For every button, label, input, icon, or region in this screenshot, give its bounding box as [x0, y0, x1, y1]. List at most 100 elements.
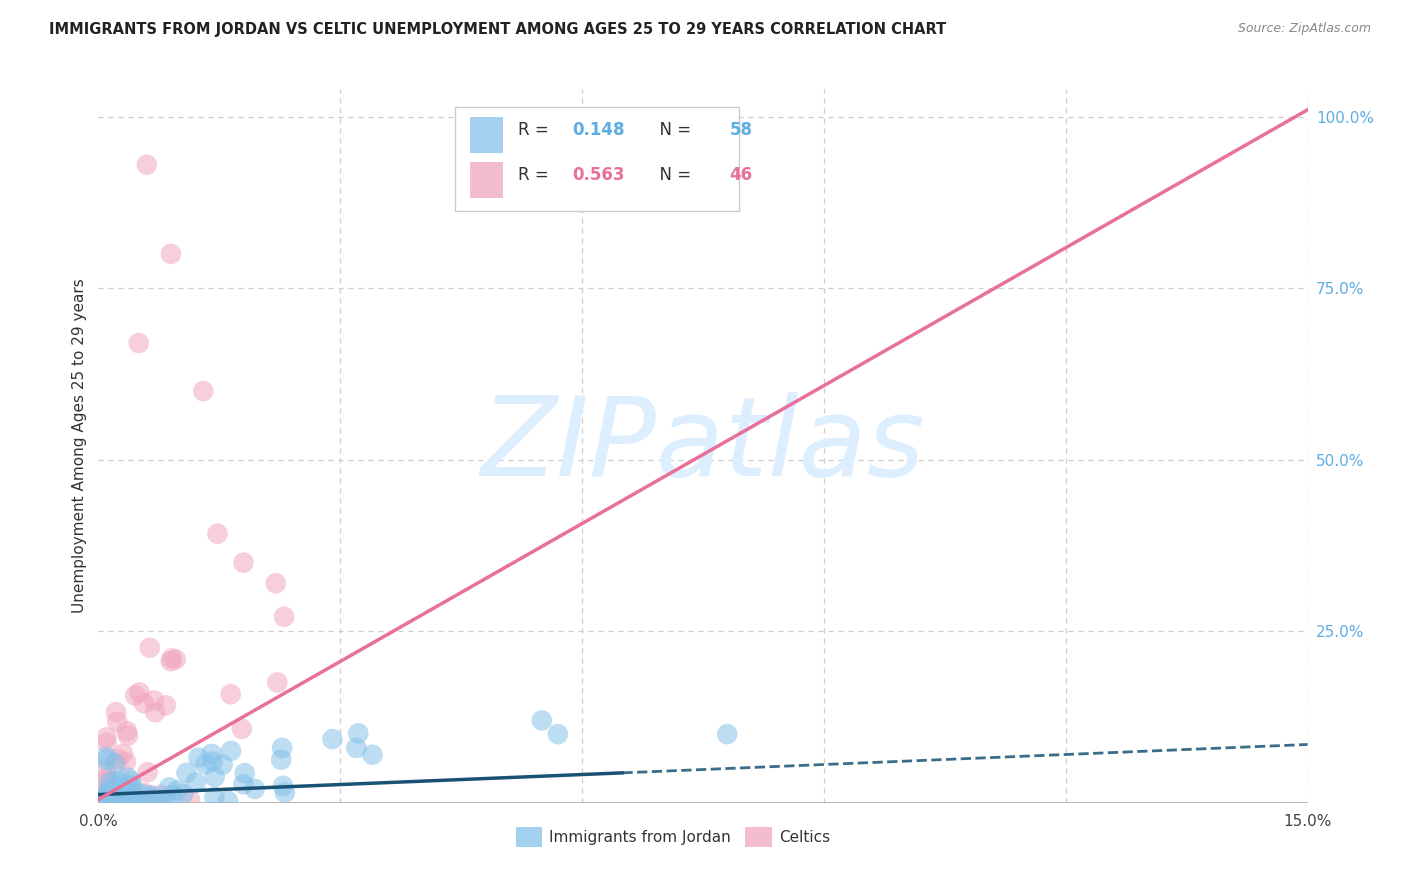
- Point: [110, 786, 132, 800]
- Point: [117, 729, 139, 743]
- Bar: [516, 827, 543, 847]
- Y-axis label: Unemployment Among Ages 25 to 29 years: Unemployment Among Ages 25 to 29 years: [72, 278, 87, 614]
- Point: [105, 705, 128, 719]
- Text: N =: N =: [648, 166, 696, 184]
- Point: [530, 714, 553, 728]
- Point: [105, 773, 128, 788]
- Point: [274, 786, 297, 800]
- Point: [125, 786, 148, 800]
- Point: [118, 788, 141, 802]
- Point: [321, 732, 343, 747]
- Text: 0.148: 0.148: [572, 121, 624, 139]
- Point: [166, 783, 188, 797]
- Point: [233, 766, 256, 780]
- Point: [157, 780, 180, 795]
- Point: [134, 786, 156, 800]
- Point: [155, 793, 177, 807]
- Point: [96, 771, 118, 785]
- Point: [194, 757, 217, 772]
- Point: [96, 753, 118, 767]
- Point: [232, 556, 254, 570]
- Point: [121, 780, 143, 794]
- Point: [271, 740, 294, 755]
- Point: [141, 789, 163, 803]
- Point: [96, 736, 118, 750]
- Point: [111, 747, 134, 761]
- Point: [128, 685, 150, 699]
- Point: [96, 786, 118, 800]
- Point: [273, 609, 295, 624]
- Point: [122, 792, 145, 806]
- Point: [159, 654, 181, 668]
- Point: [115, 755, 138, 769]
- Point: [160, 789, 183, 803]
- Point: [96, 773, 118, 788]
- Point: [118, 788, 141, 802]
- Point: [211, 757, 233, 772]
- Text: Celtics: Celtics: [779, 830, 831, 845]
- Point: [176, 765, 198, 780]
- Point: [112, 794, 135, 808]
- Point: [271, 779, 294, 793]
- Point: [104, 756, 127, 770]
- Text: R =: R =: [517, 166, 554, 184]
- Point: [193, 384, 215, 398]
- Point: [96, 794, 118, 808]
- Point: [96, 787, 118, 801]
- Point: [232, 777, 254, 791]
- Point: [716, 727, 738, 741]
- Point: [96, 794, 118, 808]
- Point: [172, 787, 194, 801]
- Text: Immigrants from Jordan: Immigrants from Jordan: [550, 830, 731, 845]
- Point: [344, 740, 367, 755]
- Point: [217, 794, 239, 808]
- Point: [143, 705, 166, 719]
- Point: [142, 790, 165, 805]
- Point: [207, 526, 229, 541]
- Point: [103, 780, 125, 794]
- Point: [96, 762, 118, 776]
- Text: ZIPatlas: ZIPatlas: [481, 392, 925, 500]
- Point: [107, 752, 129, 766]
- Text: 46: 46: [730, 166, 752, 184]
- Point: [160, 247, 183, 261]
- Point: [96, 731, 118, 745]
- Point: [98, 775, 121, 789]
- Point: [155, 698, 177, 713]
- Bar: [745, 827, 772, 847]
- Point: [150, 788, 173, 802]
- Point: [98, 787, 121, 801]
- Point: [132, 696, 155, 710]
- Point: [547, 727, 569, 741]
- Point: [96, 786, 118, 800]
- Point: [115, 724, 138, 739]
- Point: [96, 790, 118, 805]
- FancyBboxPatch shape: [456, 107, 740, 211]
- Text: N =: N =: [648, 121, 696, 139]
- Point: [128, 336, 150, 351]
- Point: [124, 689, 146, 703]
- Point: [132, 787, 155, 801]
- Point: [96, 749, 118, 764]
- Text: IMMIGRANTS FROM JORDAN VS CELTIC UNEMPLOYMENT AMONG AGES 25 TO 29 YEARS CORRELAT: IMMIGRANTS FROM JORDAN VS CELTIC UNEMPLO…: [49, 22, 946, 37]
- Point: [243, 781, 266, 796]
- Point: [96, 790, 118, 805]
- Point: [149, 794, 172, 808]
- Bar: [470, 162, 503, 198]
- Point: [136, 765, 159, 780]
- Point: [270, 753, 292, 767]
- Point: [110, 792, 132, 806]
- Point: [125, 794, 148, 808]
- Point: [110, 775, 132, 789]
- Text: 0.563: 0.563: [572, 166, 624, 184]
- Point: [117, 771, 139, 785]
- Point: [179, 793, 201, 807]
- Point: [231, 722, 253, 736]
- Point: [142, 693, 165, 707]
- Point: [201, 747, 224, 761]
- Point: [100, 787, 122, 801]
- Point: [160, 651, 183, 665]
- Point: [184, 775, 207, 789]
- Point: [96, 794, 118, 808]
- Point: [204, 770, 226, 784]
